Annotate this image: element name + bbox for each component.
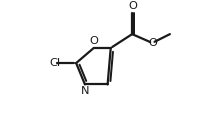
Text: O: O: [129, 1, 138, 11]
Text: O: O: [89, 36, 98, 46]
Text: O: O: [149, 38, 158, 48]
Text: Cl: Cl: [50, 58, 61, 68]
Text: N: N: [81, 86, 89, 96]
